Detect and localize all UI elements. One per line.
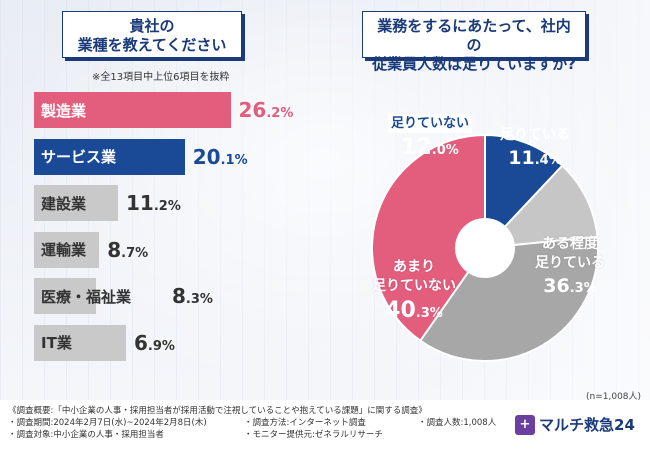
question-1-box: 貴社の 業種を教えてください: [62, 11, 242, 58]
bar-label: IT業: [41, 334, 72, 352]
bar-value-dec: .1%: [220, 152, 248, 168]
question-2-box: 業務をするにあたって、社内の 従業員人数は足りていますか?: [362, 11, 586, 73]
bar-label: 建設業: [41, 194, 87, 213]
pie-slice-0: [484, 133, 564, 251]
bar-3: 運輸業: [34, 231, 100, 268]
brand-logo-text: マルチ救急24: [539, 416, 635, 434]
sample-size-note: (n=1,008人): [586, 392, 642, 402]
pie-label-text: 足りていない: [372, 278, 456, 294]
bar-2: 建設業: [34, 185, 118, 221]
pie-label-text: 足りている: [535, 255, 605, 271]
brand-logo-icon: +: [515, 414, 535, 435]
brand-logo: + マルチ救急24: [515, 414, 635, 435]
bar-value-int: 11: [126, 191, 154, 215]
pie-value: 11.4%: [475, 147, 595, 169]
pie-value-int: 11: [508, 147, 535, 169]
pie-value-int: 12: [401, 135, 432, 160]
pie-slice-2: [418, 235, 599, 362]
question-2-line1: 業務をするにあたって、社内の: [377, 17, 571, 54]
bar-5: IT業: [34, 324, 126, 361]
pie-slice-1: [482, 164, 599, 250]
bar-value-int: 26: [238, 98, 267, 122]
bar-chart-note: ※全13項目中上位6項目を抜粋: [92, 72, 230, 83]
pie-label-3: あまり足りていない 40.3%: [354, 258, 474, 323]
donut-hole: [455, 218, 515, 278]
bar-label: サービス業: [41, 148, 117, 166]
bar-value: 8.7%: [107, 238, 148, 262]
question-1-line2: 業種を教えてください: [77, 36, 227, 54]
bar-label: 製造業: [41, 101, 87, 120]
staffing-donut-chart: 足りていない 12.0% 足りている 11.4% ある程度 足りている 36.3% あまり 足り…: [354, 112, 630, 362]
bar-value-int: 8: [107, 237, 122, 262]
survey-method: ・調査方法:インターネット調査: [244, 418, 366, 428]
survey-footer: 《調査概要:「中小企業の人事・採用担当者が採用活動で注視していることや抱えている…: [0, 402, 650, 450]
survey-provider: ・モニター提供元:ゼネラルリサーチ: [244, 430, 383, 440]
pie-label-text: 足りている: [500, 127, 570, 143]
pie-label-text: 足りていない: [387, 114, 472, 133]
bar-4: 医療・福祉業: [34, 278, 131, 314]
question-2-line2: 従業員人数は足りていますか?: [372, 55, 576, 73]
bar-label: 医療・福祉業: [41, 287, 132, 306]
pie-value-int: 36: [543, 275, 570, 297]
pie-value: 40.3%: [354, 298, 474, 323]
pie-value-dec: .0%: [431, 143, 459, 158]
bar-value: 8.3%: [172, 284, 213, 308]
pie-label-0: 足りていない 12.0%: [370, 112, 490, 160]
bar-value: 11.2%: [126, 191, 181, 215]
survey-period: ・調査期間:2024年2月7日(水)~2024年2月8日(木): [8, 418, 207, 428]
bar-value-dec: .2%: [153, 199, 181, 214]
bar-value-dec: .9%: [147, 338, 175, 354]
bar-value-dec: .3%: [185, 292, 213, 307]
pie-value-int: 40: [385, 298, 416, 323]
pie-slice-3: [371, 133, 486, 343]
bar-1: サービス業: [34, 138, 185, 175]
pie-value: 36.3%: [510, 275, 630, 297]
question-1-line1: 貴社の: [129, 17, 175, 35]
bar-value-int: 20: [192, 144, 221, 169]
bar-value: 26.2%: [239, 98, 294, 122]
survey-count: ・調査人数:1,008人: [418, 418, 497, 428]
pie-value-dec: .3%: [569, 281, 597, 296]
pie-value-dec: .4%: [534, 153, 562, 168]
bar-value: 6.9%: [134, 331, 175, 355]
bar-value-int: 8: [172, 284, 186, 308]
pie-value-dec: .3%: [415, 306, 443, 321]
bar-value-dec: .2%: [266, 106, 294, 121]
bar-value-dec: .7%: [121, 245, 149, 261]
bar-0: 製造業: [34, 92, 231, 128]
pie-label-text: ある程度: [542, 236, 598, 252]
pie-label-1: 足りている 11.4%: [475, 126, 595, 169]
donut-svg: [371, 133, 599, 362]
pie-label-2: ある程度足りている 36.3%: [510, 235, 630, 297]
survey-overview: 《調査概要:「中小企業の人事・採用担当者が採用活動で注視していることや抱えている…: [8, 406, 427, 416]
bar-label: 運輸業: [41, 241, 87, 259]
survey-target: ・調査対象:中小企業の人事・採用担当者: [8, 430, 164, 440]
pie-label-text: あまり: [393, 259, 435, 275]
pie-value: 12.0%: [370, 135, 490, 160]
bar-value-int: 6: [134, 330, 148, 355]
bar-value: 20.1%: [193, 145, 248, 169]
